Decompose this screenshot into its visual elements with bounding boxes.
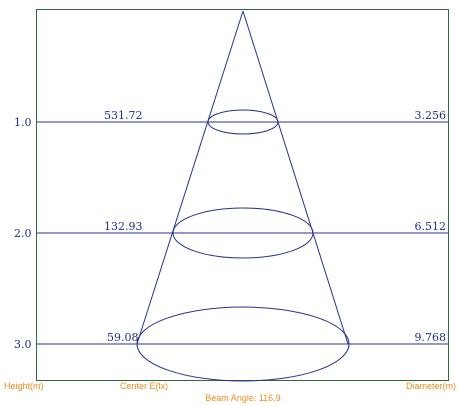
height-column-label: Height(m) <box>4 381 44 391</box>
beam-ellipse-2 <box>172 207 314 259</box>
center-value-2: 132.93 <box>104 220 143 233</box>
center-value-1: 531.72 <box>104 109 143 122</box>
height-label-3: 3.0 <box>14 338 32 351</box>
height-label-2: 2.0 <box>14 227 32 240</box>
beam-ellipse-3 <box>136 306 350 382</box>
cone-right-edge <box>242 10 349 345</box>
diagram-frame <box>36 9 449 381</box>
beam-angle-label: Beam Angle: 116.9 <box>205 393 280 403</box>
diameter-value-1: 3.256 <box>415 109 447 122</box>
cone-left-edge <box>136 10 244 345</box>
diameter-value-3: 9.768 <box>415 331 447 344</box>
diameter-column-label: Diameter(m) <box>406 381 456 391</box>
center-value-3: 59.08 <box>107 331 139 344</box>
center-column-label: Center E(lx) <box>120 381 168 391</box>
beam-ellipse-1 <box>207 109 279 135</box>
diameter-value-2: 6.512 <box>415 220 447 233</box>
height-label-1: 1.0 <box>14 116 32 129</box>
